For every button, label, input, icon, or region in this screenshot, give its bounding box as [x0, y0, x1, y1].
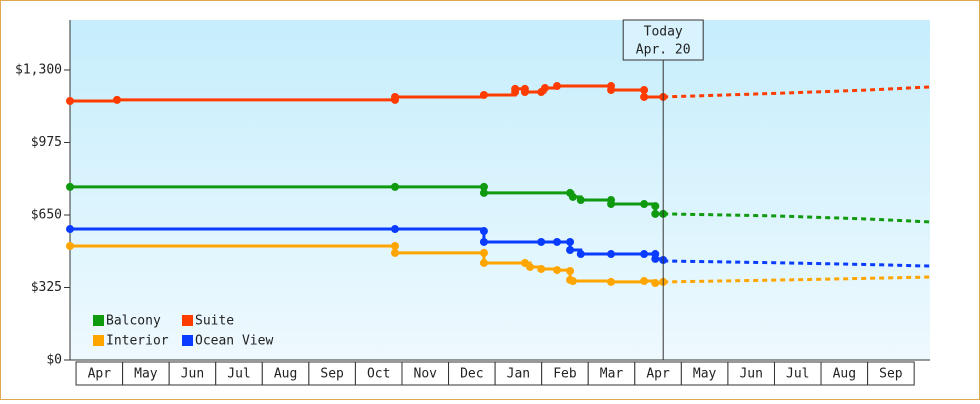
legend-swatch: [93, 315, 104, 326]
price-point: [607, 277, 616, 286]
price-point: [607, 250, 616, 259]
y-tick-label: $975: [31, 135, 62, 150]
price-point: [537, 237, 546, 246]
price-point: [640, 200, 649, 209]
x-tick-box: [867, 361, 915, 386]
x-tick-label: Dec: [460, 367, 483, 382]
forecast-line: [663, 275, 931, 284]
x-tick-label: Mar: [600, 367, 624, 382]
price-point: [479, 188, 488, 197]
x-tick-label: Feb: [553, 367, 577, 382]
plot-area: [70, 20, 930, 360]
price-point: [640, 92, 649, 101]
price-point: [607, 86, 616, 95]
price-point: [651, 254, 660, 263]
x-tick-label: Jan: [507, 367, 530, 382]
x-tick-label: Nov: [414, 367, 438, 382]
price-point: [568, 277, 577, 286]
price-point: [566, 237, 575, 246]
x-tick-label: Aug: [833, 367, 856, 382]
price-point: [391, 248, 400, 257]
legend-swatch: [182, 315, 193, 326]
price-point: [566, 266, 575, 275]
today-date: Apr. 20: [636, 43, 691, 58]
price-point: [391, 225, 400, 234]
price-point: [520, 88, 529, 97]
price-point: [553, 266, 562, 275]
price-point: [526, 262, 535, 271]
price-point: [391, 241, 400, 250]
price-point: [479, 90, 488, 99]
x-tick-label: Sep: [320, 367, 344, 382]
price-point: [553, 82, 562, 91]
forecast-line: [663, 85, 931, 99]
legend-swatch: [182, 335, 193, 346]
price-point: [66, 96, 74, 105]
price-point: [576, 250, 585, 259]
price-point: [479, 182, 488, 191]
x-tick-label: Sep: [879, 367, 903, 382]
price-point: [607, 200, 616, 209]
price-point: [479, 237, 488, 246]
price-point: [537, 264, 546, 273]
y-tick-label: $1,300: [15, 62, 62, 77]
price-point: [66, 182, 74, 191]
y-tick-label: $325: [31, 280, 62, 295]
price-point: [640, 86, 649, 95]
x-tick-label: May: [693, 367, 717, 382]
legend-label: Suite: [195, 314, 234, 329]
price-point: [479, 248, 488, 257]
price-point: [479, 258, 488, 267]
price-point: [540, 84, 549, 93]
x-tick-label: May: [134, 367, 158, 382]
price-point: [640, 250, 649, 259]
price-point: [576, 196, 585, 205]
price-point: [66, 225, 74, 234]
x-tick-label: Jun: [181, 367, 204, 382]
price-point: [113, 95, 122, 104]
price-point: [66, 241, 74, 250]
price-point: [566, 246, 575, 255]
price-point: [391, 182, 400, 191]
x-tick-label: Apr: [646, 367, 670, 382]
price-point: [651, 279, 660, 288]
forecast-line: [663, 259, 931, 268]
legend-swatch: [93, 335, 104, 346]
x-tick-label: Jun: [739, 367, 762, 382]
price-point: [651, 202, 660, 211]
price-point: [479, 227, 488, 236]
price-point: [391, 92, 400, 101]
x-tick-label: Jul: [227, 367, 250, 382]
x-tick-label: Jul: [786, 367, 809, 382]
today-box: [622, 19, 704, 61]
legend-label: Interior: [106, 334, 169, 349]
y-tick-label: $650: [31, 207, 62, 222]
legend-label: Balcony: [106, 314, 161, 329]
legend-label: Ocean View: [195, 334, 273, 349]
y-tick-label: $0: [46, 353, 62, 368]
x-tick-label: Oct: [367, 367, 390, 382]
price-point: [640, 277, 649, 286]
price-point: [511, 84, 520, 93]
price-point: [651, 209, 660, 218]
x-tick-label: Aug: [274, 367, 297, 382]
price-point: [553, 237, 562, 246]
price-point: [568, 192, 577, 201]
forecast-line: [663, 212, 931, 224]
x-tick-label: Apr: [88, 367, 112, 382]
today-title: Today: [644, 25, 683, 40]
